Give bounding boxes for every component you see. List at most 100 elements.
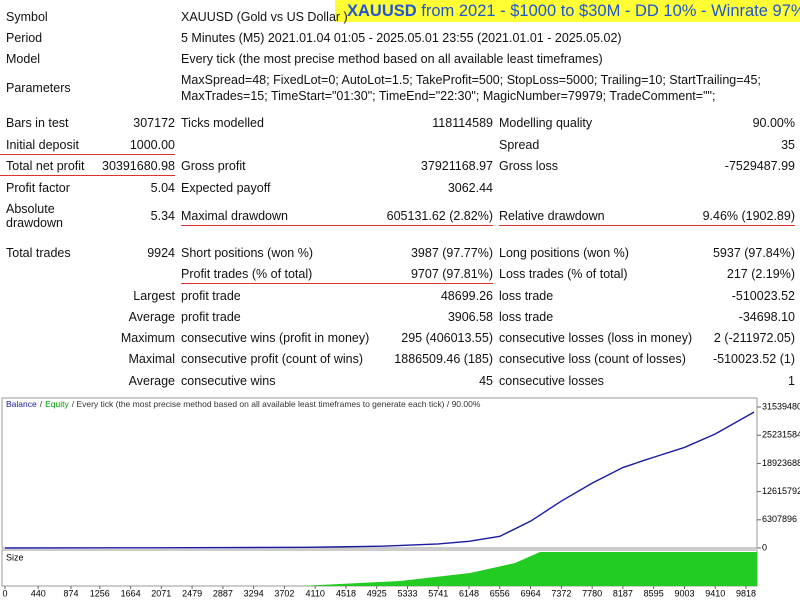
x-tick-label: 6148 (459, 588, 479, 598)
stat-value: 5937 (97.84%) (712, 246, 795, 260)
x-tick-label: 2887 (213, 588, 233, 598)
header-label: Period (6, 31, 43, 45)
size-area (300, 552, 757, 586)
stat-value: 9.46% (1902.89) (702, 209, 795, 223)
legend-entry: Balance (6, 399, 37, 409)
header-label: Parameters (6, 81, 71, 95)
x-tick-label: 5333 (397, 588, 417, 598)
stat-value: 45 (479, 374, 493, 388)
stat-label: consecutive losses (loss in money) (499, 331, 693, 345)
header-value: XAUUSD (Gold vs US Dollar ) (181, 10, 348, 24)
x-tick-label: 1256 (90, 588, 110, 598)
stat-label: loss trade (499, 310, 554, 324)
stat-value: 2 (-211972.05) (713, 331, 795, 345)
stat-value: 35 (781, 138, 795, 152)
x-tick-label: 9410 (705, 588, 725, 598)
stat-value: Average (128, 374, 175, 388)
stat-value: 3987 (97.77%) (410, 246, 493, 260)
legend: Balance / Equity / Every tick (the most pre… (6, 399, 481, 409)
header-value: 5 Minutes (M5) 2021.01.04 01:05 - 2025.0… (181, 31, 622, 45)
x-tick-label: 7780 (582, 588, 602, 598)
stat-label: Expected payoff (181, 181, 271, 195)
x-tick-label: 5741 (428, 588, 448, 598)
x-tick-label: 2479 (182, 588, 202, 598)
underline (0, 154, 175, 155)
x-tick-label: 4925 (367, 588, 387, 598)
stat-label: loss trade (499, 289, 554, 303)
stat-value: Maximal (128, 352, 175, 366)
stat-value: 5.04 (150, 181, 175, 195)
stat-value: 217 (2.19%) (726, 267, 795, 281)
x-tick-label: 8187 (613, 588, 633, 598)
stat-label: Initial deposit (6, 138, 79, 152)
stat-label: Total trades (6, 246, 71, 260)
stat-value: -510023.52 (731, 289, 795, 303)
stat-label: consecutive profit (count of wins) (181, 352, 364, 366)
stat-value: 1000.00 (129, 138, 175, 152)
stat-label: profit trade (181, 310, 241, 324)
header-value: Every tick (the most precise method base… (181, 52, 603, 66)
header-value: MaxTrades=15; TimeStart="01:30"; TimeEnd… (181, 89, 716, 103)
stat-value: 1 (788, 374, 795, 388)
x-tick-label: 440 (31, 588, 46, 598)
stat-label: Gross loss (499, 159, 559, 173)
stat-value: -34698.10 (738, 310, 795, 324)
stat-label: Total net profit (6, 159, 85, 173)
y-tick-label: 18923688 (762, 458, 800, 468)
x-tick-label: 3294 (244, 588, 264, 598)
y-tick-label: 6307896 (762, 514, 797, 524)
stat-value: -7529487.99 (724, 159, 795, 173)
y-tick-label: 12615792 (762, 486, 800, 496)
stat-value: Largest (133, 289, 175, 303)
stat-label: Profit trades (% of total) (181, 267, 313, 281)
y-tick-label: 0 (762, 542, 767, 552)
stat-label: consecutive loss (count of losses) (499, 352, 686, 366)
legend-separator: / (40, 399, 43, 409)
underline (181, 225, 493, 226)
stat-value: 30391680.98 (102, 159, 175, 173)
plot-frame (1, 397, 758, 549)
stat-label: Modelling quality (499, 116, 593, 130)
stat-value: 5.34 (150, 209, 175, 223)
x-tick-label: 874 (63, 588, 78, 598)
legend-entry: Equity (45, 399, 69, 409)
stat-value: 118114589 (432, 116, 493, 130)
stat-value: 3906.58 (447, 310, 493, 324)
stat-value: 9707 (97.81%) (410, 267, 493, 281)
stat-value: 295 (406013.55) (401, 331, 493, 345)
size-label: Size (6, 552, 24, 562)
stat-label: profit trade (181, 289, 241, 303)
x-tick-label: 2071 (151, 588, 171, 598)
stat-value: 90.00% (752, 116, 795, 130)
stat-value: Average (128, 310, 175, 324)
x-tick-label: 0 (2, 588, 7, 598)
stat-label: Gross profit (181, 159, 246, 173)
stat-value: 1886509.46 (185) (394, 352, 493, 366)
stat-value: 307172 (133, 116, 175, 130)
stat-label: Maximal drawdown (181, 209, 288, 223)
stat-value: -510023.52 (1) (712, 352, 795, 366)
stat-label: Profit factor (6, 181, 70, 195)
stat-label: Spread (499, 138, 540, 152)
stat-value: Maximum (120, 331, 175, 345)
stat-value: 37921168.97 (420, 159, 493, 173)
x-tick-label: 6964 (521, 588, 541, 598)
x-tick-label: 3702 (274, 588, 294, 598)
x-tick-label: 4518 (336, 588, 356, 598)
underline (0, 175, 175, 176)
stat-label: Long positions (won %) (499, 246, 629, 260)
x-tick-label: 1664 (121, 588, 141, 598)
stat-value: 48699.26 (440, 289, 493, 303)
stat-label: Absolute drawdown (6, 202, 63, 230)
header-label: Model (6, 52, 41, 66)
banner-text: from 2021 - $1000 to $30M - DD 10% - Win… (421, 2, 800, 20)
stat-label: Loss trades (% of total) (499, 267, 628, 281)
x-tick-label: 6556 (490, 588, 510, 598)
stat-value: 605131.62 (2.82%) (386, 209, 493, 223)
x-tick-label: 9003 (674, 588, 694, 598)
x-tick-label: 7372 (551, 588, 571, 598)
legend-text: / Every tick (the most precise method ba… (72, 399, 481, 409)
header-value: MaxSpread=48; FixedLot=0; AutoLot=1.5; T… (181, 73, 761, 87)
x-tick-label: 9818 (736, 588, 756, 598)
